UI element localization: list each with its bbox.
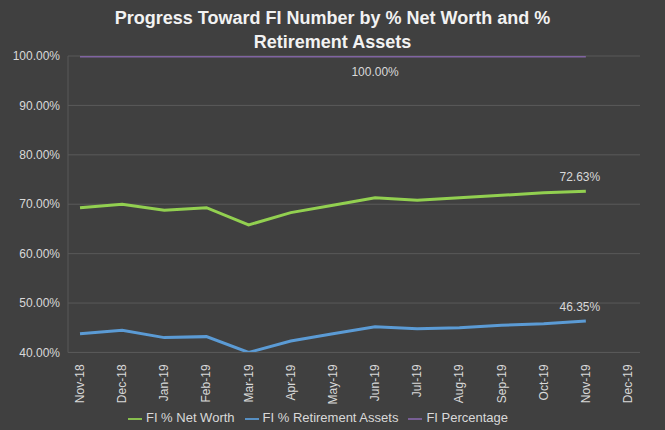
svg-text:Nov-19: Nov-19: [579, 364, 593, 403]
svg-text:Dec-19: Dec-19: [621, 364, 635, 403]
svg-text:90.00%: 90.00%: [19, 99, 60, 113]
svg-text:80.00%: 80.00%: [19, 148, 60, 162]
svg-text:Jun-19: Jun-19: [368, 364, 382, 401]
svg-text:Dec-18: Dec-18: [115, 364, 129, 403]
svg-text:46.35%: 46.35%: [559, 300, 600, 314]
svg-text:May-19: May-19: [326, 364, 340, 404]
svg-text:Nov-18: Nov-18: [73, 364, 87, 403]
svg-text:Aug-19: Aug-19: [452, 364, 466, 403]
html-text:FI % Retirement Assets: FI % Retirement Assets: [262, 410, 399, 426]
svg-text:Apr-19: Apr-19: [284, 364, 298, 400]
svg-text:Jul-19: Jul-19: [410, 364, 424, 397]
svg-text:50.00%: 50.00%: [19, 296, 60, 310]
svg-text:60.00%: 60.00%: [19, 247, 60, 261]
svg-text:100.00%: 100.00%: [13, 49, 61, 63]
svg-text:Jan-19: Jan-19: [157, 364, 171, 401]
svg-text:Sep-19: Sep-19: [495, 364, 509, 403]
svg-text:100.00%: 100.00%: [351, 65, 399, 79]
html-text:Progress Toward FI Number by %: Progress Toward FI Number by % Net Worth…: [114, 8, 551, 52]
svg-text:40.00%: 40.00%: [19, 346, 60, 360]
html-text:FI Percentage: FI Percentage: [426, 410, 508, 426]
svg-text:72.63%: 72.63%: [559, 170, 600, 184]
svg-text:Oct-19: Oct-19: [537, 364, 551, 400]
svg-text:70.00%: 70.00%: [19, 197, 60, 211]
html-text:FI % Net Worth: FI % Net Worth: [145, 410, 235, 426]
svg-text:Mar-19: Mar-19: [242, 364, 256, 402]
svg-text:Feb-19: Feb-19: [199, 364, 213, 402]
